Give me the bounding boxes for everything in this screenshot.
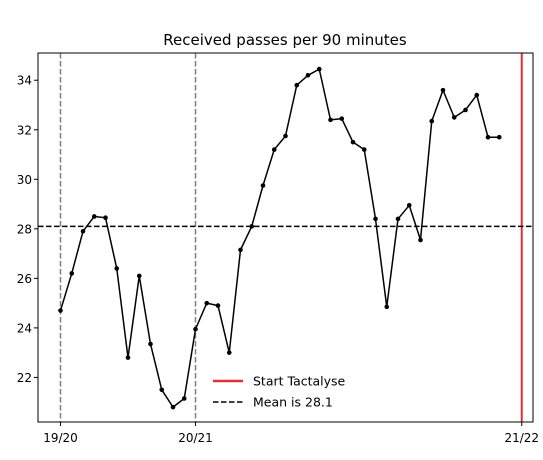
- data-point-16: [238, 247, 243, 253]
- data-point-13: [204, 300, 210, 306]
- data-point-37: [474, 92, 480, 98]
- data-point-18: [260, 183, 266, 188]
- y-tick-label-22: 22: [17, 371, 32, 385]
- data-point-33: [429, 118, 435, 124]
- data-point-22: [305, 72, 311, 78]
- data-point-15: [226, 350, 232, 355]
- data-point-7: [136, 273, 142, 279]
- data-point-2: [80, 229, 86, 234]
- data-point-4: [103, 215, 108, 220]
- y-tick-label-32: 32: [17, 123, 32, 137]
- data-point-12: [193, 326, 198, 332]
- data-point-26: [350, 139, 356, 145]
- data-point-0: [58, 308, 63, 313]
- data-point-20: [283, 133, 288, 139]
- y-axis: 22 24 26 28 30 32 34: [17, 74, 38, 385]
- vertical-reference-lines: [59, 53, 523, 422]
- y-tick-label-26: 26: [17, 272, 32, 286]
- data-point-9: [159, 387, 165, 393]
- x-tick-label-19/20: 19/20: [43, 431, 78, 445]
- data-point-35: [451, 115, 457, 120]
- data-point-19: [271, 147, 277, 152]
- data-point-14: [215, 303, 221, 308]
- legend-label-0: Start Tactalyse: [253, 374, 346, 389]
- data-point-32: [418, 237, 423, 243]
- data-point-31: [406, 203, 412, 208]
- data-point-34: [440, 87, 446, 93]
- data-point-5: [114, 266, 120, 271]
- data-point-25: [339, 116, 345, 121]
- data-point-27: [361, 147, 367, 152]
- data-point-8: [148, 341, 153, 347]
- data-point-36: [463, 107, 468, 113]
- data-point-10: [170, 404, 176, 410]
- data-point-21: [294, 82, 300, 88]
- data-point-39: [496, 134, 502, 140]
- x-axis: 19/20 20/21 21/22: [43, 422, 539, 445]
- data-point-28: [373, 216, 378, 222]
- y-tick-label-34: 34: [17, 74, 32, 88]
- x-tick-label-21/22: 21/22: [504, 431, 539, 445]
- data-point-23: [316, 66, 322, 72]
- x-tick-label-20/21: 20/21: [178, 431, 213, 445]
- data-point-24: [328, 117, 333, 123]
- legend-label-1: Mean is 28.1: [253, 395, 333, 410]
- y-tick-label-24: 24: [17, 321, 32, 335]
- data-point-17: [249, 224, 255, 229]
- data-point-38: [485, 134, 491, 140]
- data-point-1: [69, 271, 75, 276]
- series-line-0: [59, 68, 500, 408]
- y-tick-label-28: 28: [17, 222, 32, 236]
- data-point-29: [384, 304, 390, 310]
- data-point-3: [91, 214, 97, 219]
- y-tick-label-30: 30: [17, 173, 32, 187]
- chart-title: Received passes per 90 minutes: [163, 31, 407, 49]
- data-point-30: [395, 216, 401, 222]
- series-layer: [58, 66, 502, 410]
- plot-frame: [37, 52, 534, 423]
- legend: Start Tactalyse Mean is 28.1: [213, 374, 346, 410]
- data-point-11: [181, 396, 187, 401]
- data-point-6: [125, 355, 131, 360]
